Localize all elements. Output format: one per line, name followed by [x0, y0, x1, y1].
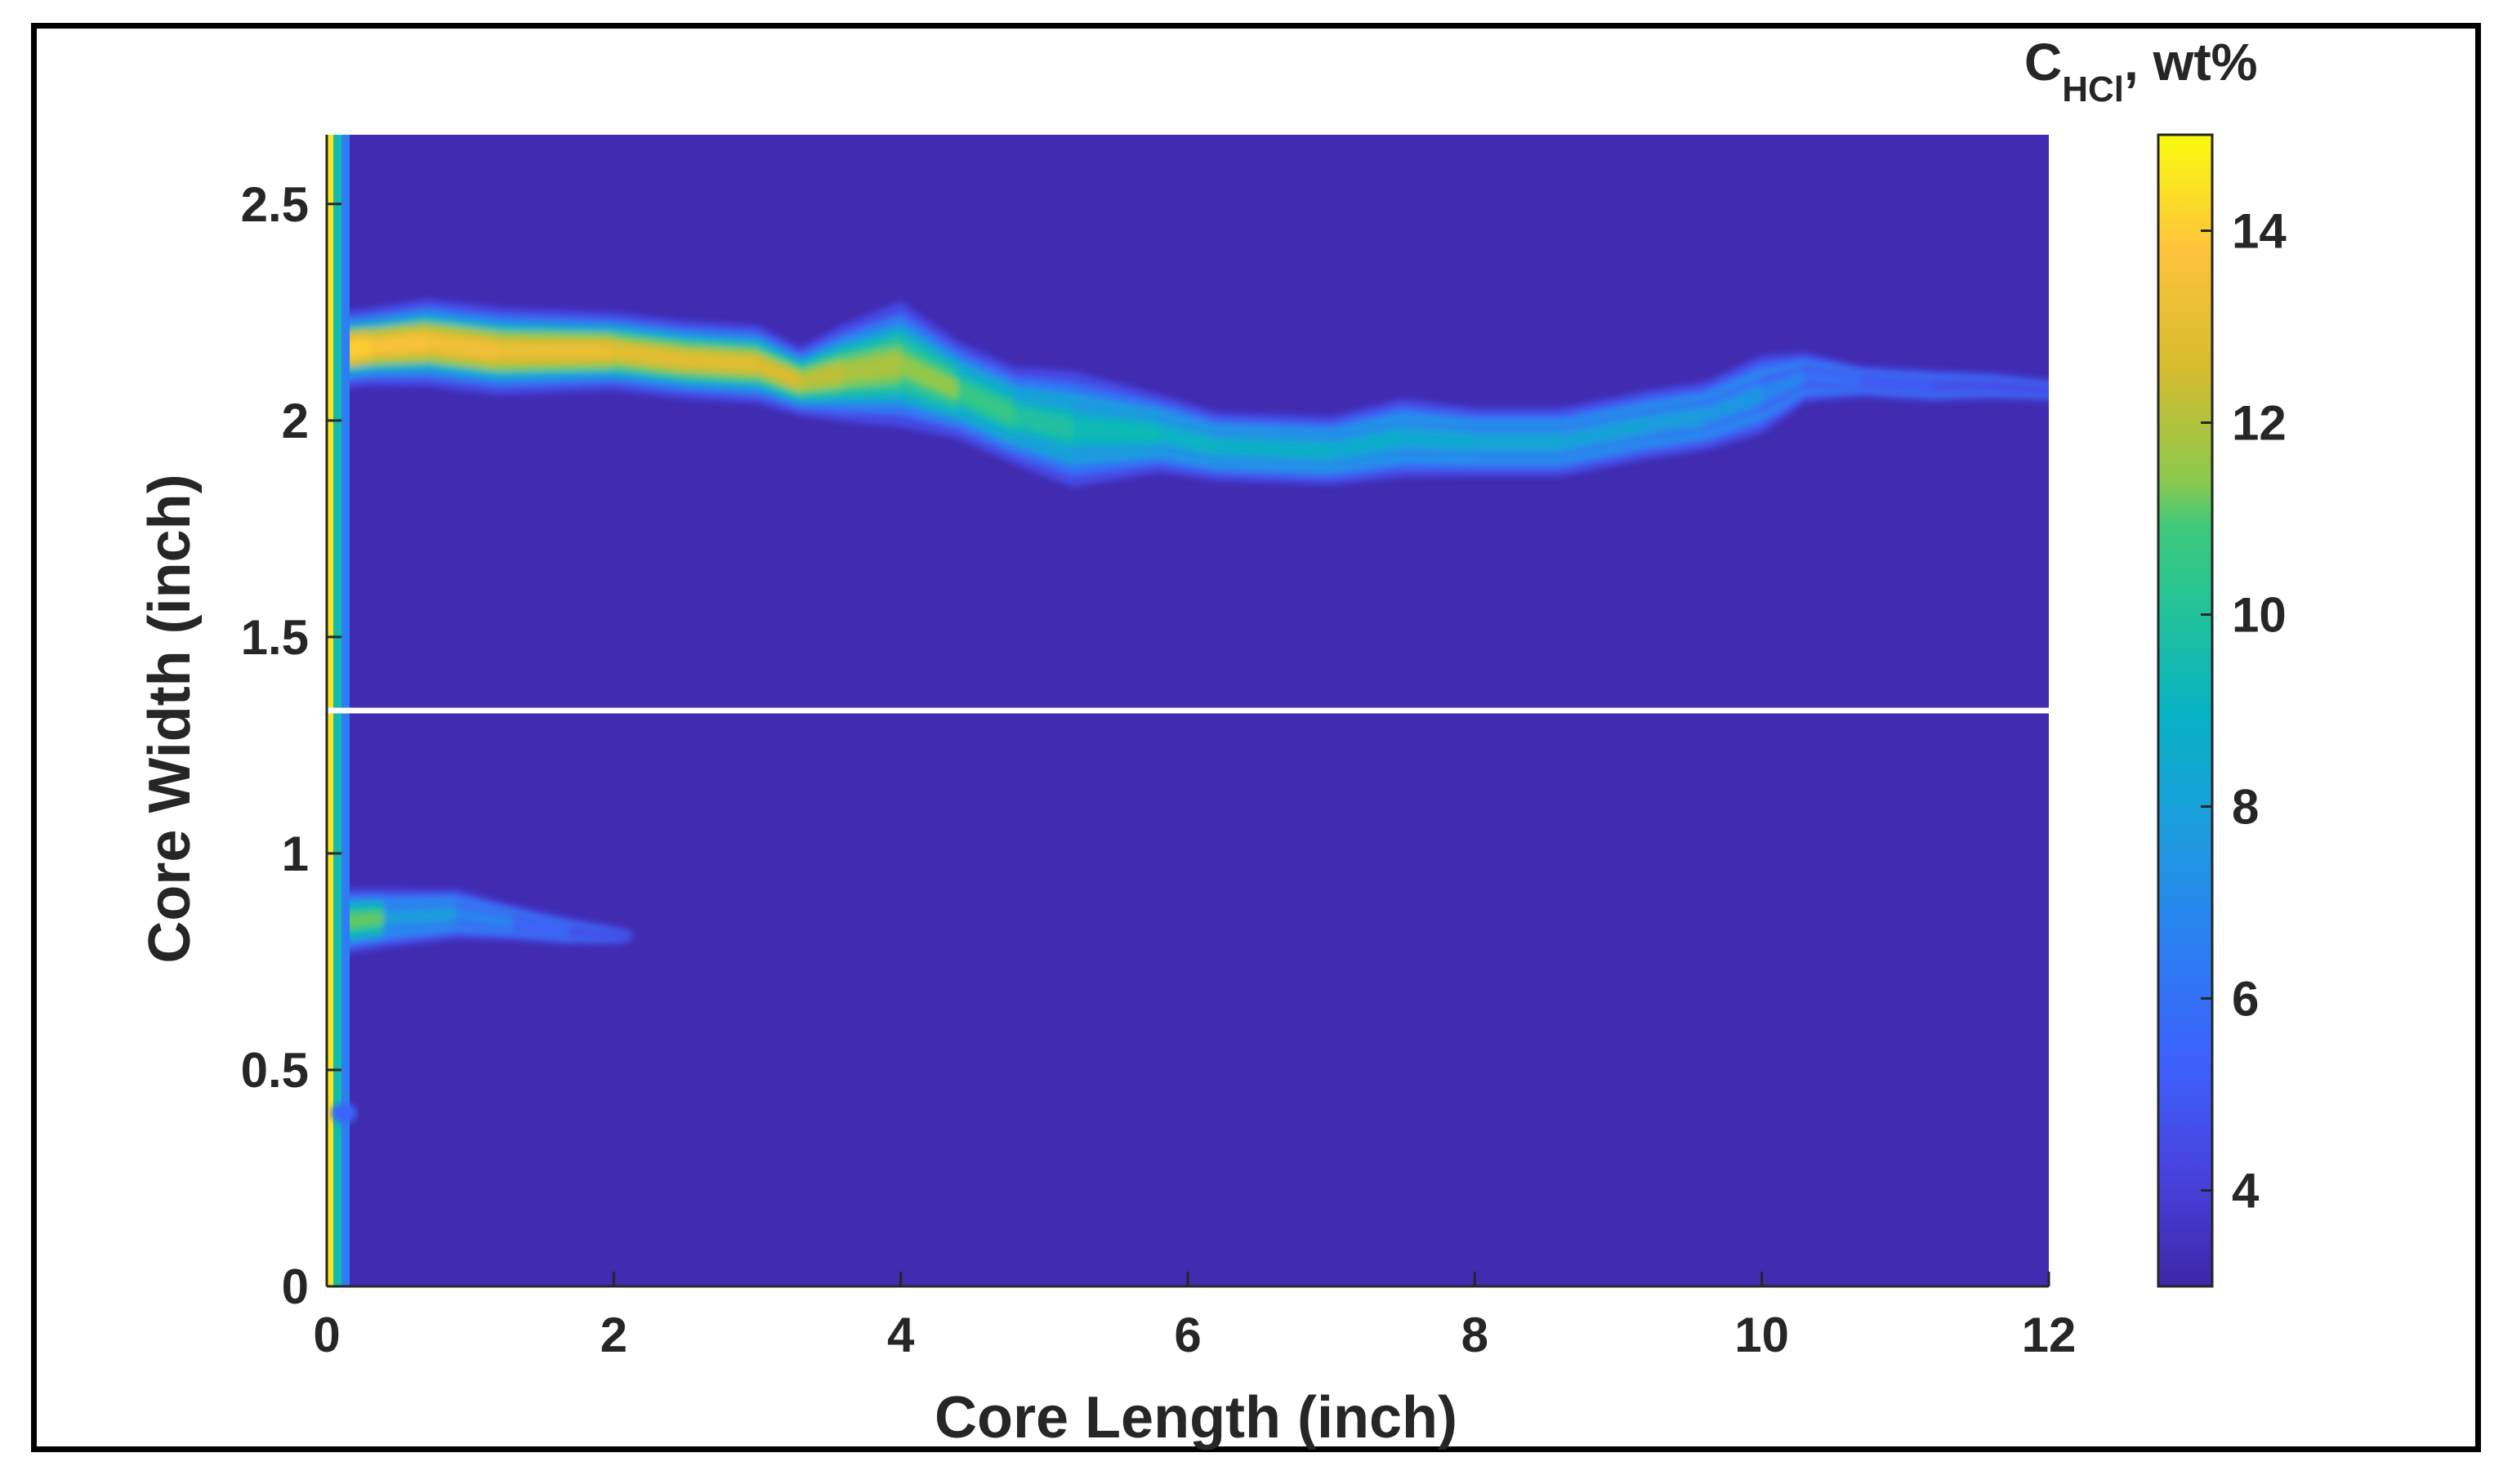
colorbar-tick-label-8: 8 [2232, 780, 2259, 835]
colorbar-title: CHCl, wt% [2024, 33, 2258, 109]
wormhole-upper-layer-5-seg-24 [1933, 382, 1992, 390]
y-tick-label-2.5: 2.5 [241, 177, 309, 232]
x-tick-label-8: 8 [1461, 1308, 1488, 1362]
x-tick-label-2: 2 [600, 1308, 627, 1362]
plot-area [327, 135, 2049, 1286]
x-axis-label: Core Length (inch) [935, 1385, 1457, 1451]
colorbar-title-sub: HCl [2062, 69, 2124, 109]
figure-frame [31, 23, 2481, 1452]
colorbar-tick-label-4: 4 [2232, 1164, 2260, 1219]
x-tick-label-4: 4 [887, 1308, 915, 1362]
wormhole-upper-tip-5 [2037, 387, 2049, 393]
colorbar-title-main: C [2024, 33, 2062, 91]
wormhole-lower-tip-5 [609, 933, 633, 938]
x-tick-label-12: 12 [2022, 1308, 2077, 1362]
colorbar-tick-label-14: 14 [2232, 204, 2287, 259]
wormhole-upper-layer-5-seg-25 [1990, 383, 2049, 393]
colorbar-title-rest: , wt% [2124, 33, 2258, 91]
inlet-blob [331, 1103, 358, 1123]
x-tick-label-10: 10 [1734, 1308, 1789, 1362]
axes: 0 2 4 6 8 10 12 0 0.5 1 1.5 2 2.5 Core Length (inch) C… [137, 135, 2076, 1451]
wormhole-upper-layer-5-seg-3 [497, 343, 615, 359]
colorbar-gradient [2157, 133, 2214, 1288]
y-tick-label-1.5: 1.5 [241, 610, 309, 665]
wormhole-upper-layer-5-seg-17 [1474, 435, 1562, 448]
y-tick-label-0: 0 [282, 1259, 309, 1314]
y-tick-label-0.5: 0.5 [241, 1043, 309, 1098]
y-axis-label: Core Width (inch) [137, 474, 203, 963]
x-tick-label-0: 0 [313, 1308, 340, 1362]
colorbar-tick-label-12: 12 [2232, 396, 2287, 451]
colorbar-tick-label-10: 10 [2232, 588, 2287, 643]
y-tick-label-2: 2 [282, 394, 309, 448]
colorbar-tick-label-6: 6 [2232, 972, 2259, 1027]
colorbar: 4 6 8 10 12 14 CHCl, wt% [2024, 33, 2287, 1288]
y-tick-label-1: 1 [282, 827, 309, 881]
x-tick-label-6: 6 [1174, 1308, 1201, 1362]
plot-field [327, 135, 2049, 1286]
